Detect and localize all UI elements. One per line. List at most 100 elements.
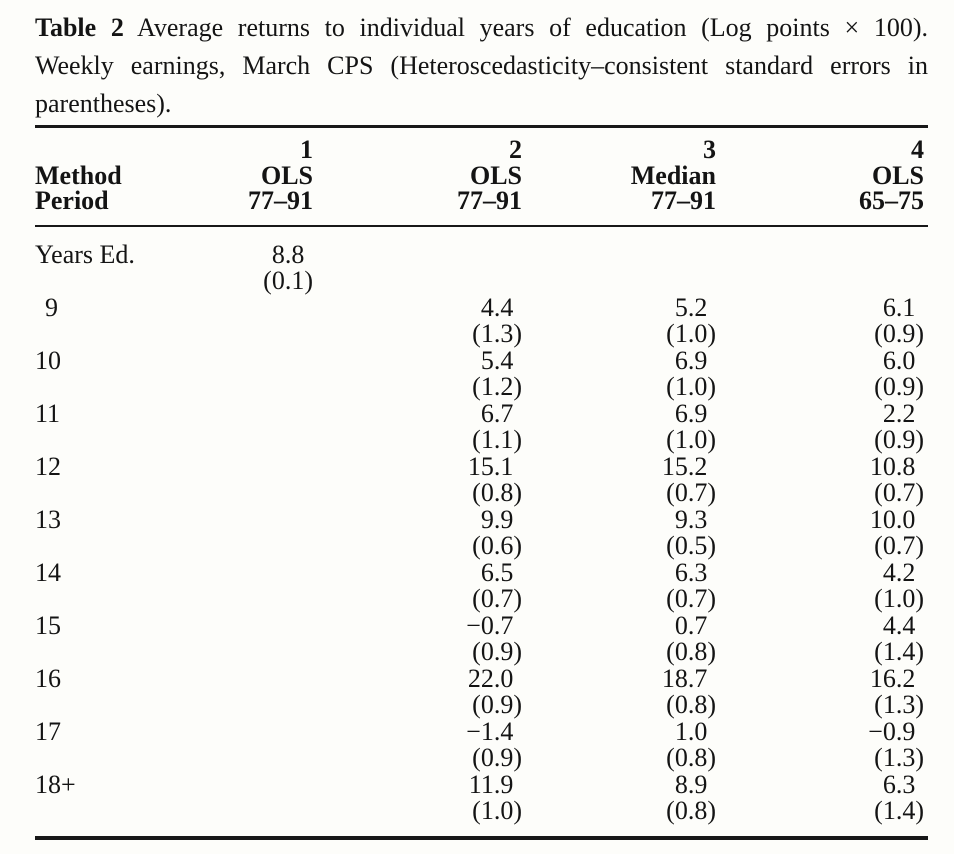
estimate-row: 17 −1.4) 1.0) −0.9) [35, 719, 928, 746]
stderr-cell [165, 692, 317, 719]
stderr-cell: (0.9) [472, 745, 522, 772]
stderr-cell: (0.9) [472, 692, 522, 719]
stderr-cell: (1.3) [472, 321, 522, 348]
estimate-cell [317, 226, 526, 269]
results-table-body: Years Ed. 8.8)(0.1) 9 4.4) 5.2) 6.1) (1.3) (1.0… [35, 226, 928, 838]
header-cell: 65–75 [859, 188, 924, 215]
estimate-cell: −1.4) [466, 718, 514, 745]
stderr-cell: (0.8) [472, 480, 522, 507]
estimate-cell: −0.7) [466, 612, 514, 639]
row-label: 14 [35, 560, 165, 587]
estimate-cell [526, 226, 720, 269]
estimate-cell: 5.2) [674, 294, 708, 321]
estimate-cell: 0.7) [674, 612, 708, 639]
row-label: 16 [35, 666, 165, 693]
stderr-row: (0.8) (0.7) (0.7) [35, 480, 928, 507]
estimate-cell: 10.0) [869, 506, 916, 533]
stderr-cell: (0.8) [666, 692, 716, 719]
row-label: 18+ [35, 771, 76, 798]
stderr-cell: (0.8) [666, 639, 716, 666]
row-label-number: 12 [35, 453, 61, 480]
row-label-empty [35, 639, 165, 666]
row-label-number: 16 [35, 665, 61, 692]
stderr-cell: (1.2) [472, 374, 522, 401]
caption-line-3: parentheses). [35, 89, 172, 118]
stderr-row: (1.2) (1.0) (0.9) [35, 374, 928, 401]
row-label-number: 18 [35, 771, 61, 798]
row-label-empty [35, 745, 165, 772]
estimate-row: 11 6.7) 6.9) 2.2) [35, 401, 928, 428]
stderr-cell: (1.0) [666, 321, 716, 348]
row-label-number: 15 [35, 612, 61, 639]
estimate-cell [165, 295, 317, 322]
caption-line-2: Weekly earnings, March CPS (Heteroscedas… [35, 51, 928, 80]
row-label-number: 17 [35, 718, 61, 745]
stderr-cell [526, 268, 720, 295]
results-table-header: 1 2 3 4 Method OLS OLS Median OLS Period 77–91 77–9… [35, 127, 928, 226]
results-table: 1 2 3 4 Method OLS OLS Median OLS Period 77–91 77–9… [35, 125, 928, 840]
estimate-cell: 9.9) [480, 506, 514, 533]
stderr-cell [165, 639, 317, 666]
stderr-cell [165, 798, 317, 838]
row-label-empty [35, 268, 165, 295]
estimate-cell: 6.1) [882, 294, 916, 321]
stderr-row: (0.9) (0.8) (1.4) [35, 639, 928, 666]
header-row-label: Period [35, 188, 109, 215]
stderr-cell: (0.8) [666, 798, 716, 825]
stderr-cell [165, 586, 317, 613]
header-cell: 3 [703, 135, 716, 163]
estimate-cell [165, 719, 317, 746]
estimate-cell [165, 507, 317, 534]
estimate-row: 13 9.9) 9.3) 10.0) [35, 507, 928, 534]
header-row: Period 77–91 77–91 77–91 65–75 [35, 188, 928, 226]
header-row-label [35, 127, 165, 163]
row-label-number: 9 [45, 294, 58, 321]
stderr-row: (0.9) (0.8) (1.3) [35, 692, 928, 719]
stderr-cell: (0.1) [263, 268, 313, 295]
estimate-cell: 10.8) [869, 453, 916, 480]
row-label-empty [35, 692, 165, 719]
header-row: Method OLS OLS Median OLS [35, 163, 928, 189]
row-label-empty [35, 533, 165, 560]
row-label-empty [35, 321, 165, 348]
estimate-cell [165, 348, 317, 375]
estimate-cell: −0.9) [868, 718, 916, 745]
header-cell: OLS [260, 162, 313, 188]
row-label-empty [35, 427, 165, 454]
header-row: 1 2 3 4 [35, 127, 928, 163]
estimate-cell: 5.4) [480, 347, 514, 374]
row-label-number: 11 [35, 400, 61, 427]
stderr-cell [165, 480, 317, 507]
stderr-cell: (1.1) [472, 427, 522, 454]
estimate-cell [165, 666, 317, 693]
estimate-row: 10 5.4) 6.9) 6.0) [35, 348, 928, 375]
stderr-cell: (0.8) [666, 745, 716, 772]
stderr-cell [165, 533, 317, 560]
stderr-cell: (0.5) [666, 533, 716, 560]
row-label-number: 10 [35, 347, 61, 374]
stderr-cell: (0.7) [874, 533, 924, 560]
stderr-cell: (1.3) [874, 692, 924, 719]
header-cell: 1 [300, 135, 313, 163]
stderr-cell [165, 321, 317, 348]
header-cell: 4 [911, 135, 924, 163]
stderr-cell: (1.0) [666, 374, 716, 401]
header-cell: 77–91 [457, 188, 522, 215]
estimate-cell [165, 401, 317, 428]
estimate-cell: 6.3) [674, 559, 708, 586]
estimate-cell: 6.3) [882, 771, 916, 798]
table-caption: Table 2 Average returns to individual ye… [35, 9, 928, 123]
estimate-cell: 4.4) [882, 612, 916, 639]
estimate-cell: 1.0) [674, 718, 708, 745]
row-label: 11 [35, 401, 165, 428]
header-row-label: Method [35, 162, 122, 188]
estimate-cell [720, 226, 928, 269]
stderr-cell: (1.0) [472, 798, 522, 825]
stderr-row: (0.6) (0.5) (0.7) [35, 533, 928, 560]
estimate-cell: 11.9) [468, 771, 514, 798]
row-label-empty [35, 374, 165, 401]
row-label-empty [35, 480, 165, 507]
estimate-row: 16 22.0) 18.7) 16.2) [35, 666, 928, 693]
header-cell: OLS [469, 162, 522, 188]
stderr-row: (0.9) (0.8) (1.3) [35, 745, 928, 772]
